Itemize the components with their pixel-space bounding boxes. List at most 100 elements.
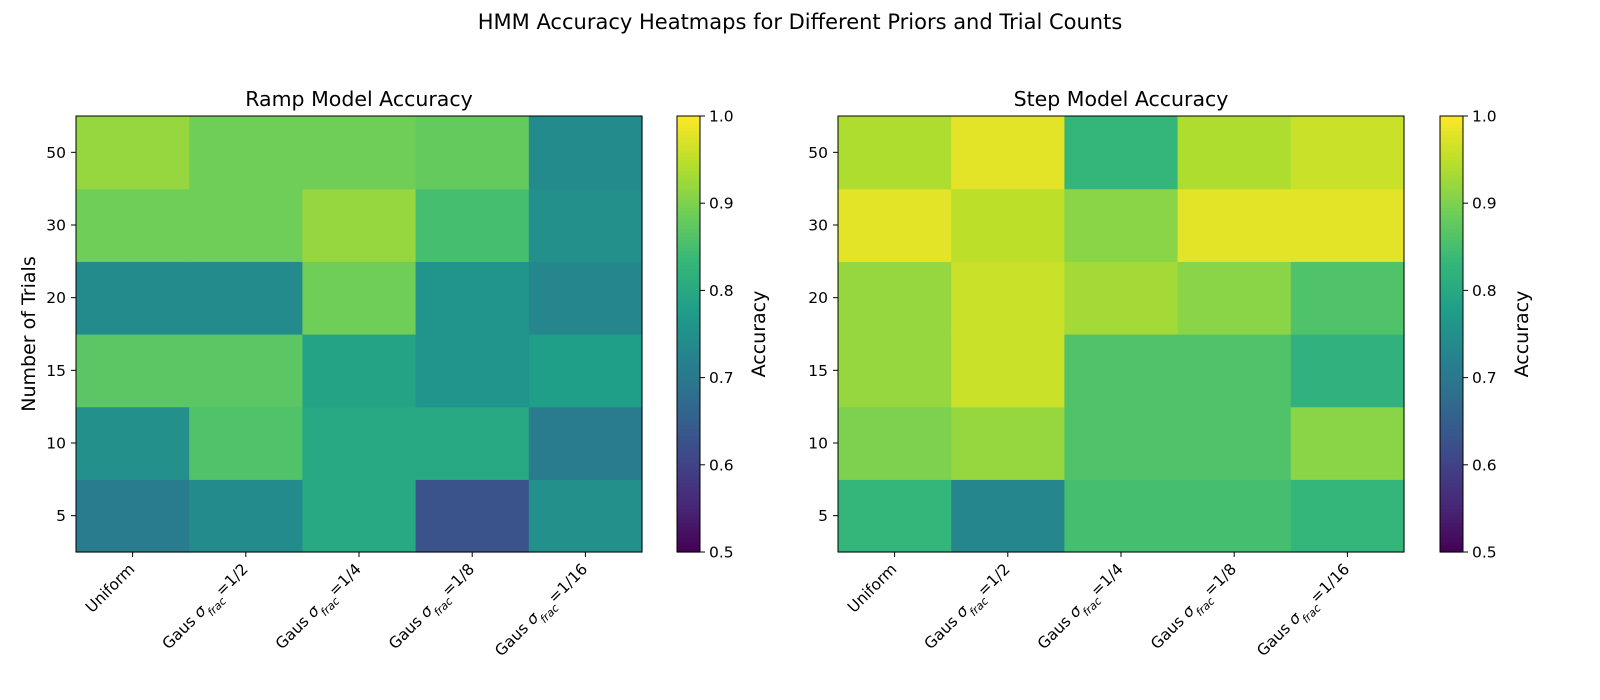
x-tick-label: Gaus σfrac=1/2 bbox=[921, 560, 1018, 657]
colorbar-segment bbox=[677, 297, 700, 302]
colorbar-segment bbox=[677, 522, 700, 528]
colorbar-segment bbox=[1440, 493, 1463, 499]
colorbar-segment bbox=[677, 210, 700, 215]
colorbar-segment bbox=[677, 119, 700, 124]
colorbar-segment bbox=[1440, 330, 1463, 335]
colorbar-segment bbox=[677, 130, 700, 135]
colorbar-segment bbox=[1440, 243, 1463, 248]
y-tick-label: 30 bbox=[808, 217, 828, 235]
colorbar-segment bbox=[1440, 461, 1463, 466]
colorbar-segment bbox=[1440, 544, 1463, 549]
colorbar-segment bbox=[1440, 264, 1463, 270]
colorbar-segment bbox=[1440, 145, 1463, 150]
colorbar-segment bbox=[1440, 388, 1463, 393]
colorbar-segment bbox=[677, 272, 700, 277]
colorbar-segment bbox=[677, 373, 700, 379]
x-tick-label: Uniform bbox=[844, 560, 900, 616]
colorbar-segment bbox=[1440, 141, 1463, 146]
colorbar-segment bbox=[677, 217, 700, 222]
colorbar-segment bbox=[677, 283, 700, 288]
colorbar-segment bbox=[1440, 315, 1463, 321]
colorbar-segment bbox=[677, 439, 700, 444]
colorbar-segment bbox=[1440, 319, 1463, 324]
heatmap-cell: 15 / Uniform: 0.92 bbox=[838, 334, 952, 408]
colorbar-segment bbox=[1440, 479, 1463, 484]
heatmap-cell: 5 / Gaus σfrac=1/4: 0.8 bbox=[302, 479, 417, 553]
colorbar-segment bbox=[1440, 424, 1463, 430]
colorbar-segment bbox=[677, 417, 700, 422]
colorbar-segment bbox=[677, 526, 700, 531]
colorbar-segment bbox=[1440, 304, 1463, 310]
colorbar-segment bbox=[1440, 515, 1463, 520]
colorbar-segment bbox=[1440, 352, 1463, 357]
heatmap-cell: 30 / Gaus σfrac=1/4: 0.92 bbox=[302, 188, 417, 262]
colorbar-segment bbox=[1440, 294, 1463, 299]
colorbar-segment bbox=[1440, 497, 1463, 502]
colorbar-segment bbox=[1440, 126, 1463, 132]
colorbar-segment bbox=[677, 181, 700, 186]
heatmap-cell: 15 / Gaus σfrac=1/8: 0.76 bbox=[415, 334, 530, 408]
colorbar-tick-label: 1.0 bbox=[709, 108, 734, 126]
colorbar-segment bbox=[1440, 395, 1463, 400]
colorbar-segment bbox=[677, 148, 700, 153]
colorbar-segment bbox=[677, 286, 700, 291]
colorbar-segment bbox=[1440, 279, 1463, 284]
heatmap-cell: 30 / Gaus σfrac=1/8: 0.98 bbox=[1177, 188, 1292, 262]
heatmap-cell: 20 / Gaus σfrac=1/4: 0.93 bbox=[1064, 261, 1179, 335]
colorbar-segment bbox=[677, 548, 700, 553]
colorbar-segment bbox=[677, 537, 700, 542]
colorbar-segment bbox=[677, 185, 700, 190]
colorbar-segment bbox=[677, 443, 700, 448]
heatmap-cell: 5 / Gaus σfrac=1/16: 0.75 bbox=[528, 479, 643, 553]
colorbar-segment bbox=[677, 192, 700, 197]
heatmap-cell: 5 / Uniform: 0.71 bbox=[76, 479, 190, 553]
colorbar-segment bbox=[677, 446, 700, 451]
heatmap-cell: 5 / Gaus σfrac=1/2: 0.73 bbox=[951, 479, 1065, 553]
colorbar-segment bbox=[1440, 337, 1463, 342]
colorbar-segment bbox=[677, 141, 700, 146]
colorbar-segment bbox=[1440, 472, 1463, 477]
heatmap-cell: 15 / Uniform: 0.87 bbox=[76, 334, 190, 408]
colorbar-segment bbox=[677, 508, 700, 513]
colorbar-segment bbox=[1440, 443, 1463, 448]
colorbar-segment bbox=[1440, 344, 1463, 350]
colorbar-segment bbox=[677, 268, 700, 273]
heatmap-cell: 15 / Gaus σfrac=1/4: 0.79 bbox=[302, 334, 417, 408]
colorbar-segment bbox=[677, 504, 700, 509]
colorbar-segment bbox=[677, 126, 700, 132]
colorbar-segment bbox=[677, 432, 700, 437]
colorbar-segment bbox=[1440, 370, 1463, 375]
heatmap-cell: 50 / Gaus σfrac=1/8: 0.88 bbox=[415, 116, 530, 190]
colorbar-segment bbox=[1440, 134, 1463, 139]
heatmap-cell: 15 / Gaus σfrac=1/16: 0.82 bbox=[1290, 334, 1405, 408]
colorbar-segment bbox=[677, 319, 700, 324]
heatmap-cell: 10 / Gaus σfrac=1/4: 0.86 bbox=[1064, 406, 1179, 480]
colorbar-segment bbox=[1440, 137, 1463, 143]
colorbar-segment bbox=[677, 344, 700, 350]
colorbar-segment bbox=[1440, 308, 1463, 313]
colorbar-segment bbox=[677, 461, 700, 466]
colorbar-segment bbox=[1440, 185, 1463, 190]
colorbar-segment bbox=[1440, 192, 1463, 197]
colorbar-segment bbox=[677, 413, 700, 419]
x-tick-label: Gaus σfrac=1/4 bbox=[1034, 560, 1131, 657]
colorbar-tick-label: 0.9 bbox=[709, 195, 734, 213]
x-tick-label: Gaus σfrac=1/8 bbox=[1147, 560, 1244, 657]
colorbar-segment bbox=[1440, 163, 1463, 168]
colorbar-label: Accuracy bbox=[748, 291, 770, 378]
colorbar-segment bbox=[677, 163, 700, 168]
colorbar-segment bbox=[1440, 181, 1463, 186]
heatmap-cell: 5 / Uniform: 0.83 bbox=[838, 479, 952, 553]
colorbar-segment bbox=[1440, 410, 1463, 415]
colorbar-segment bbox=[677, 501, 700, 506]
colorbar-segment bbox=[677, 250, 700, 255]
colorbar-segment bbox=[1440, 537, 1463, 542]
colorbar-segment bbox=[677, 275, 700, 281]
colorbar-segment bbox=[677, 403, 700, 408]
colorbar-segment bbox=[1440, 406, 1463, 411]
colorbar-segment bbox=[677, 254, 700, 259]
colorbar-segment bbox=[677, 326, 700, 331]
colorbar-segment bbox=[677, 145, 700, 150]
colorbar-segment bbox=[677, 174, 700, 179]
